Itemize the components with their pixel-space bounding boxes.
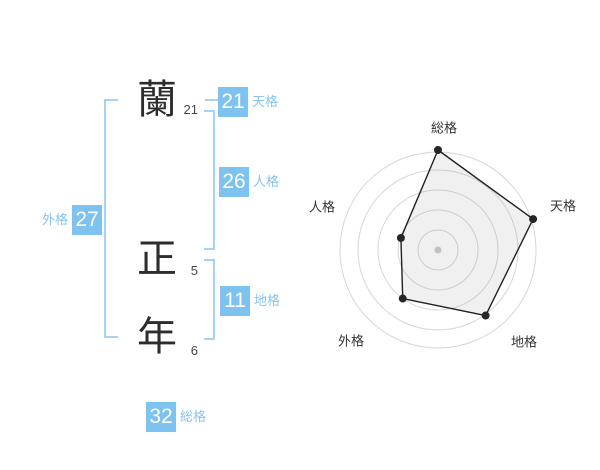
soukaku-value-badge: 32 [146, 402, 176, 432]
radar-point-2 [481, 311, 490, 320]
chikaku-bracket-tick-bottom [204, 338, 215, 340]
chikaku-value-badge: 11 [220, 286, 250, 316]
soukaku-label: 総格 [180, 409, 207, 424]
radar-point-4 [396, 233, 405, 242]
jinkaku-label: 人格 [253, 174, 280, 189]
kanji-surname-1: 蘭 [137, 78, 177, 122]
radar-point-0 [434, 146, 442, 154]
tenkaku-value-badge: 21 [218, 87, 248, 117]
radar-point-3 [398, 294, 407, 303]
stroke-count-surname-1: 21 [183, 102, 198, 117]
radar-axis-label-3: 外格 [338, 334, 364, 349]
jinkaku-bracket-tick-top [204, 110, 215, 112]
kanji-given-1: 正 [137, 237, 177, 281]
radar-point-1 [529, 215, 538, 224]
radar-grid-ring-2 [377, 189, 499, 311]
chikaku-bracket-tick-top [204, 259, 215, 261]
radar-axis-label-4: 人格 [309, 200, 335, 215]
gaikaku-bracket-tick-bottom [104, 336, 118, 338]
jinkaku-bracket-tick-bottom [204, 248, 215, 250]
chikaku-label: 地格 [254, 293, 281, 308]
gaikaku-bracket-line [104, 99, 106, 338]
radar-axis-label-1: 天格 [550, 199, 576, 214]
gaikaku-label: 外格 [42, 212, 69, 227]
radar-center-dot [434, 246, 442, 254]
stroke-count-given-1: 5 [190, 263, 198, 278]
jinkaku-bracket-line [213, 110, 215, 250]
radar-data-polygon [400, 149, 534, 317]
radar-axis-label-2: 地格 [511, 335, 537, 350]
radar-grid-ring-0 [417, 229, 459, 271]
radar-grid-ring-1 [397, 209, 479, 291]
radar-axis-label-0: 総格 [431, 121, 457, 136]
tenkaku-label: 天格 [252, 94, 279, 109]
stroke-count-given-2: 6 [190, 343, 198, 358]
gaikaku-bracket-tick-top [104, 99, 118, 101]
tenkaku-connector-line [205, 99, 218, 101]
gaikaku-value-badge: 27 [72, 205, 102, 235]
kanji-given-2: 年 [137, 315, 177, 359]
jinkaku-value-badge: 26 [219, 167, 249, 197]
chikaku-bracket-line [213, 259, 215, 340]
